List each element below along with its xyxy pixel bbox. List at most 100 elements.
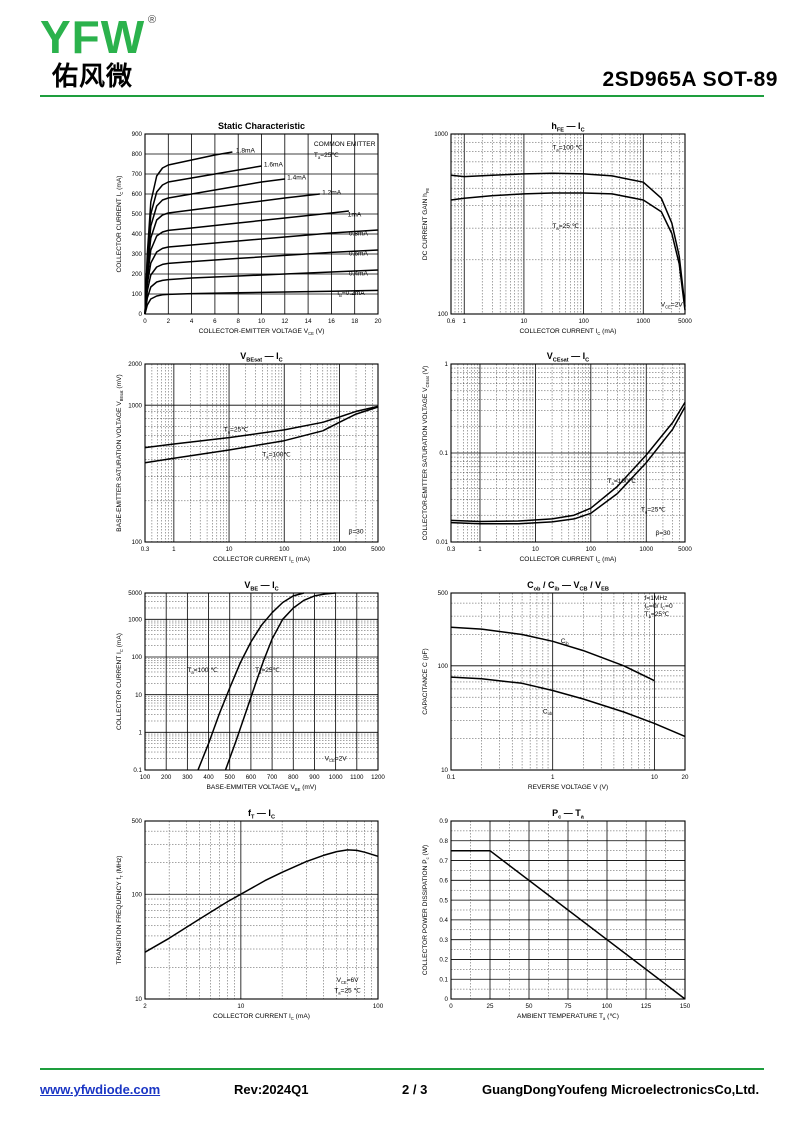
x-tick-label: 0.6 xyxy=(447,318,456,325)
plot-frame xyxy=(144,820,379,1000)
chart-annotation: VCE​=6V xyxy=(337,977,360,985)
x-tick-label: 150 xyxy=(680,1003,691,1010)
x-tick-label: 100 xyxy=(586,546,597,553)
y-tick-label: 0.1 xyxy=(133,767,142,774)
series-line xyxy=(450,676,686,738)
x-tick-label: 200 xyxy=(161,774,172,781)
x-tick-label: 14 xyxy=(305,318,312,325)
y-axis-label: COLLECTOR CURRENT IC​ (mA) xyxy=(116,176,124,273)
x-tick-label: 2 xyxy=(143,1003,147,1010)
gridlines xyxy=(145,364,378,542)
series-label: Ta​=100 ℃ xyxy=(187,667,218,675)
y-axis-label: BASE-EMITTER SATURATION VOLTAGE VBEsat​ … xyxy=(116,374,124,531)
chart-title: VBE​ — IC​ xyxy=(244,580,278,593)
series-line xyxy=(144,249,379,315)
x-tick-label: 300 xyxy=(182,774,193,781)
header-rule xyxy=(40,95,764,97)
y-tick-label: 1000 xyxy=(128,617,142,624)
y-tick-label: 0.1 xyxy=(439,450,448,457)
x-tick-label: 18 xyxy=(351,318,358,325)
x-tick-label: 10 xyxy=(237,1003,244,1010)
chart-pc: 0 25 50 75 100 125 150 0 0.1 0.2 0.3 0.4 0.5 0.6 0.7 0.… xyxy=(422,808,691,1021)
series-line xyxy=(450,192,686,311)
gridlines xyxy=(451,364,685,542)
x-tick-label: 800 xyxy=(288,774,299,781)
chart-title: fT​ — IC​ xyxy=(248,808,275,821)
x-axis-label: COLLECTOR CURRENT IC​ (mA) xyxy=(213,556,310,564)
series-label: 0.6mA xyxy=(349,251,369,258)
chart-annotation: f=1MHz xyxy=(645,595,668,602)
y-tick-label: 100 xyxy=(438,311,449,318)
y-tick-label: 100 xyxy=(132,291,143,298)
y-tick-label: 2000 xyxy=(128,361,142,368)
series-label: Ta​=25℃ xyxy=(224,427,249,435)
gridlines xyxy=(145,134,378,314)
x-tick-label: 8 xyxy=(236,318,240,325)
series-line xyxy=(450,626,655,682)
chart-title: VCEsat​ — IC​ xyxy=(547,351,589,364)
x-tick-label: 6 xyxy=(213,318,217,325)
chart-title: Pc​ — Ta​ xyxy=(552,808,585,821)
series-line xyxy=(197,592,305,771)
chart-title: hFE​ — IC​ xyxy=(551,121,584,134)
y-tick-label: 0.7 xyxy=(439,858,448,865)
x-tick-label: 500 xyxy=(225,774,236,781)
series-line xyxy=(144,193,320,315)
plot-frame xyxy=(450,133,686,315)
y-tick-label: 0.1 xyxy=(439,976,448,983)
series-line xyxy=(144,289,379,315)
series-line xyxy=(144,405,379,449)
x-tick-label: 100 xyxy=(602,1003,613,1010)
y-tick-label: 400 xyxy=(132,231,143,238)
series-line xyxy=(144,269,379,315)
y-tick-label: 100 xyxy=(132,539,143,546)
y-tick-label: 0.5 xyxy=(439,897,448,904)
y-tick-label: 500 xyxy=(132,818,143,825)
x-tick-label: 10 xyxy=(520,318,527,325)
y-tick-label: 10 xyxy=(441,767,448,774)
series-label: 1.2mA xyxy=(322,189,342,196)
y-tick-label: 0.4 xyxy=(439,917,448,924)
series-label: 1.8mA xyxy=(236,147,256,154)
chart-annotation: IE​=0/ IC​=0 xyxy=(645,603,673,611)
y-tick-label: 0 xyxy=(139,311,143,318)
y-tick-label: 1000 xyxy=(128,402,142,409)
x-tick-label: 2 xyxy=(167,318,171,325)
x-axis-label: REVERSE VOLTAGE V (V) xyxy=(528,784,608,791)
website-link[interactable]: www.yfwdiode.com xyxy=(40,1082,161,1097)
page-number: 2 / 3 xyxy=(402,1082,428,1097)
y-tick-label: 10 xyxy=(135,996,142,1003)
y-axis-label: COLLECTOR-EMITTER SATURATION VOLTAGE VCE… xyxy=(422,366,430,541)
x-tick-label: 50 xyxy=(526,1003,533,1010)
series-line xyxy=(451,849,686,1000)
y-axis-label: TRANSITION FREQUENCY fT​ (MHz) xyxy=(116,855,124,964)
chart-annotation: β=30 xyxy=(655,530,670,537)
x-tick-label: 12 xyxy=(281,318,288,325)
y-tick-label: 1 xyxy=(445,361,449,368)
y-tick-label: 0.01 xyxy=(436,539,449,546)
y-tick-label: 0.6 xyxy=(439,878,448,885)
x-tick-label: 10 xyxy=(226,546,233,553)
x-tick-label: 1000 xyxy=(639,546,653,553)
plot-frame xyxy=(450,820,686,1000)
x-tick-label: 75 xyxy=(565,1003,572,1010)
chart-annotation: β=30 xyxy=(349,529,364,536)
y-tick-label: 500 xyxy=(132,211,143,218)
revision-label: Rev:2024Q1 xyxy=(234,1082,309,1097)
chart-annotation: Ta​=25℃ xyxy=(314,152,339,160)
x-tick-label: 1 xyxy=(551,774,555,781)
chart-title: VBEsat​ — IC​ xyxy=(240,351,282,364)
plot-frame xyxy=(450,592,686,771)
y-tick-label: 500 xyxy=(438,590,449,597)
x-tick-label: 10 xyxy=(532,546,539,553)
y-tick-label: 900 xyxy=(132,131,143,138)
chart-vbe: 100 200 300 400 500 600 700 800 900 1000 1100 12000… xyxy=(116,580,385,792)
x-tick-label: 900 xyxy=(309,774,320,781)
series-line xyxy=(144,178,285,315)
x-tick-label: 0.3 xyxy=(141,546,150,553)
plot-frame xyxy=(450,363,686,543)
x-tick-label: 1 xyxy=(463,318,467,325)
page-title: 2SD965A SOT-89 xyxy=(602,68,778,91)
x-tick-label: 0 xyxy=(143,318,147,325)
company-name: GuangDongYoufeng MicroelectronicsCo,Ltd. xyxy=(482,1082,760,1097)
